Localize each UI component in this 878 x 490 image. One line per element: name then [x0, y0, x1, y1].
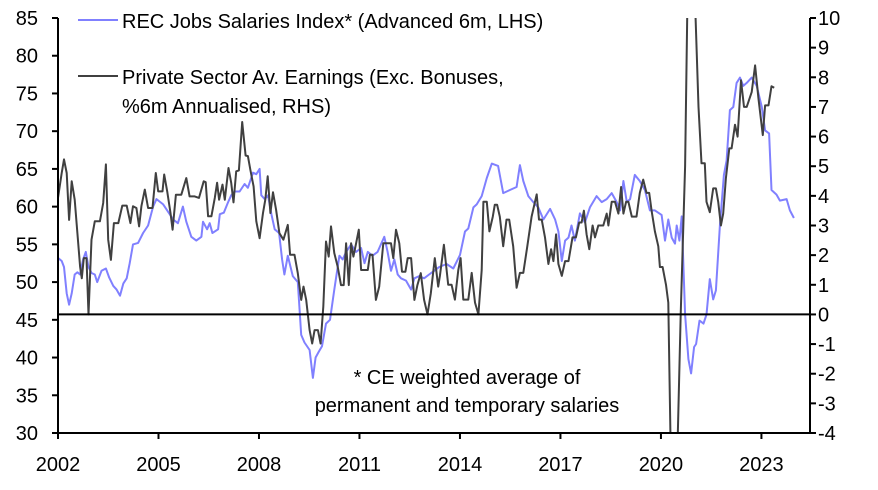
x-tick-label: 2020: [639, 454, 684, 476]
legend-label-earnings-line2: %6m Annualised, RHS): [122, 96, 331, 118]
right-tick-label: -4: [818, 423, 836, 445]
right-tick-label: 3: [818, 216, 829, 238]
right-tick-label: 2: [818, 245, 829, 267]
right-tick-label: 5: [818, 156, 829, 178]
series-layer: [58, 18, 795, 433]
left-tick-label: 40: [16, 348, 38, 370]
left-tick-label: 65: [16, 159, 38, 181]
left-tick-label: 45: [16, 310, 38, 332]
left-tick-label: 30: [16, 423, 38, 445]
annotation-line2: permanent and temporary salaries: [315, 395, 620, 417]
left-tick-label: 75: [16, 83, 38, 105]
left-tick-label: 50: [16, 272, 38, 294]
left-tick-label: 80: [16, 46, 38, 68]
annotation-line1: * CE weighted average of: [354, 367, 581, 389]
right-tick-label: -2: [818, 364, 836, 386]
left-tick-label: 55: [16, 234, 38, 256]
right-tick-label: 8: [818, 67, 829, 89]
right-tick-label: 6: [818, 127, 829, 149]
annotation: * CE weighted average of permanent and t…: [315, 367, 620, 417]
left-tick-label: 35: [16, 385, 38, 407]
left-tick-label: 70: [16, 121, 38, 143]
x-tick-label: 2014: [438, 454, 483, 476]
right-tick-label: 9: [818, 38, 829, 60]
x-tick-label: 2002: [36, 454, 81, 476]
right-tick-label: 7: [818, 97, 829, 119]
x-tick-label: 2017: [538, 454, 583, 476]
right-tick-label: 0: [818, 304, 829, 326]
legend-label-earnings-line1: Private Sector Av. Earnings (Exc. Bonuse…: [122, 67, 504, 89]
series-line-earnings: [58, 18, 775, 433]
right-tick-label: -1: [818, 334, 836, 356]
x-tick-label: 2008: [237, 454, 282, 476]
x-tick-label: 2023: [739, 454, 784, 476]
legend-label-rec: REC Jobs Salaries Index* (Advanced 6m, L…: [122, 11, 543, 33]
right-tick-label: -3: [818, 393, 836, 415]
left-tick-label: 60: [16, 197, 38, 219]
right-tick-label: 1: [818, 275, 829, 297]
x-tick-label: 2005: [136, 454, 181, 476]
right-tick-label: 4: [818, 186, 829, 208]
x-tick-label: 2011: [338, 454, 381, 476]
legend: REC Jobs Salaries Index* (Advanced 6m, L…: [78, 11, 543, 118]
axes-layer: 858075706560555045403530109876543210-1-2…: [16, 8, 841, 476]
left-tick-label: 85: [16, 8, 38, 30]
right-tick-label: 10: [818, 8, 840, 30]
